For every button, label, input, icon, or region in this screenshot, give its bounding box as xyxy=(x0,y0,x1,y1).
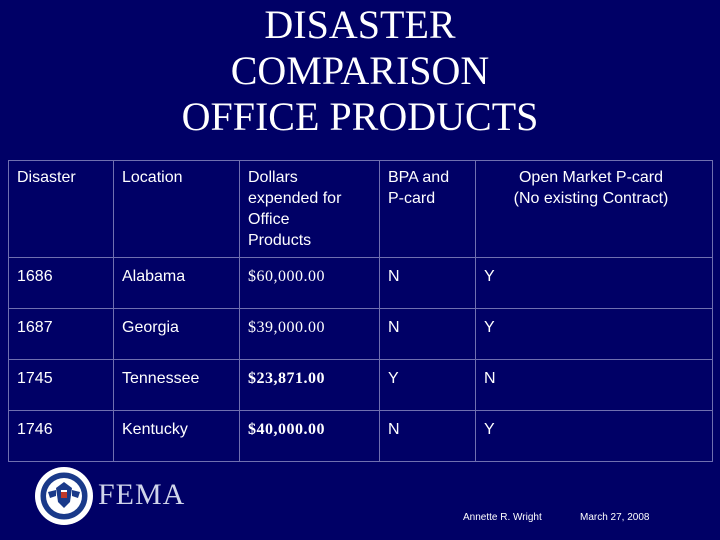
cell-location: Tennessee xyxy=(113,359,240,411)
header-open-market: Open Market P-card (No existing Contract… xyxy=(475,160,713,258)
cell-open-market: Y xyxy=(475,308,713,360)
cell-bpa: N xyxy=(379,410,476,462)
footer-author: Annette R. Wright xyxy=(463,512,542,523)
header-disaster: Disaster xyxy=(8,160,114,258)
title-line-3: OFFICE PRODUCTS xyxy=(181,94,539,139)
cell-dollars: $39,000.00 xyxy=(239,308,380,360)
cell-disaster: 1745 xyxy=(8,359,114,411)
cell-location: Alabama xyxy=(113,257,240,309)
cell-dollars: $23,871.00 xyxy=(239,359,380,411)
table-header-row: Disaster Location Dollars expended for O… xyxy=(8,160,713,258)
table-row: 1746 Kentucky $40,000.00 N Y xyxy=(8,410,713,462)
cell-open-market: Y xyxy=(475,257,713,309)
header-dollars: Dollars expended for Office Products xyxy=(239,160,380,258)
cell-disaster: 1686 xyxy=(8,257,114,309)
header-location: Location xyxy=(113,160,240,258)
table-row: 1745 Tennessee $23,871.00 Y N xyxy=(8,359,713,411)
title-line-2: COMPARISON xyxy=(230,48,490,93)
title-line-1: DISASTER xyxy=(264,2,456,47)
slide-title: DISASTER COMPARISON OFFICE PRODUCTS xyxy=(0,0,720,140)
footer-date: March 27, 2008 xyxy=(580,512,650,523)
dhs-seal-icon xyxy=(35,467,93,525)
table-row: 1687 Georgia $39,000.00 N Y xyxy=(8,308,713,360)
cell-location: Kentucky xyxy=(113,410,240,462)
cell-dollars: $40,000.00 xyxy=(239,410,380,462)
cell-disaster: 1746 xyxy=(8,410,114,462)
cell-open-market: N xyxy=(475,359,713,411)
cell-bpa: N xyxy=(379,257,476,309)
cell-bpa: N xyxy=(379,308,476,360)
cell-open-market: Y xyxy=(475,410,713,462)
fema-logo-text: FEMA xyxy=(98,478,186,511)
cell-dollars: $60,000.00 xyxy=(239,257,380,309)
cell-location: Georgia xyxy=(113,308,240,360)
table-row: 1686 Alabama $60,000.00 N Y xyxy=(8,257,713,309)
header-bpa-pcard: BPA and P-card xyxy=(379,160,476,258)
cell-disaster: 1687 xyxy=(8,308,114,360)
cell-bpa: Y xyxy=(379,359,476,411)
disaster-comparison-table: Disaster Location Dollars expended for O… xyxy=(8,160,713,462)
